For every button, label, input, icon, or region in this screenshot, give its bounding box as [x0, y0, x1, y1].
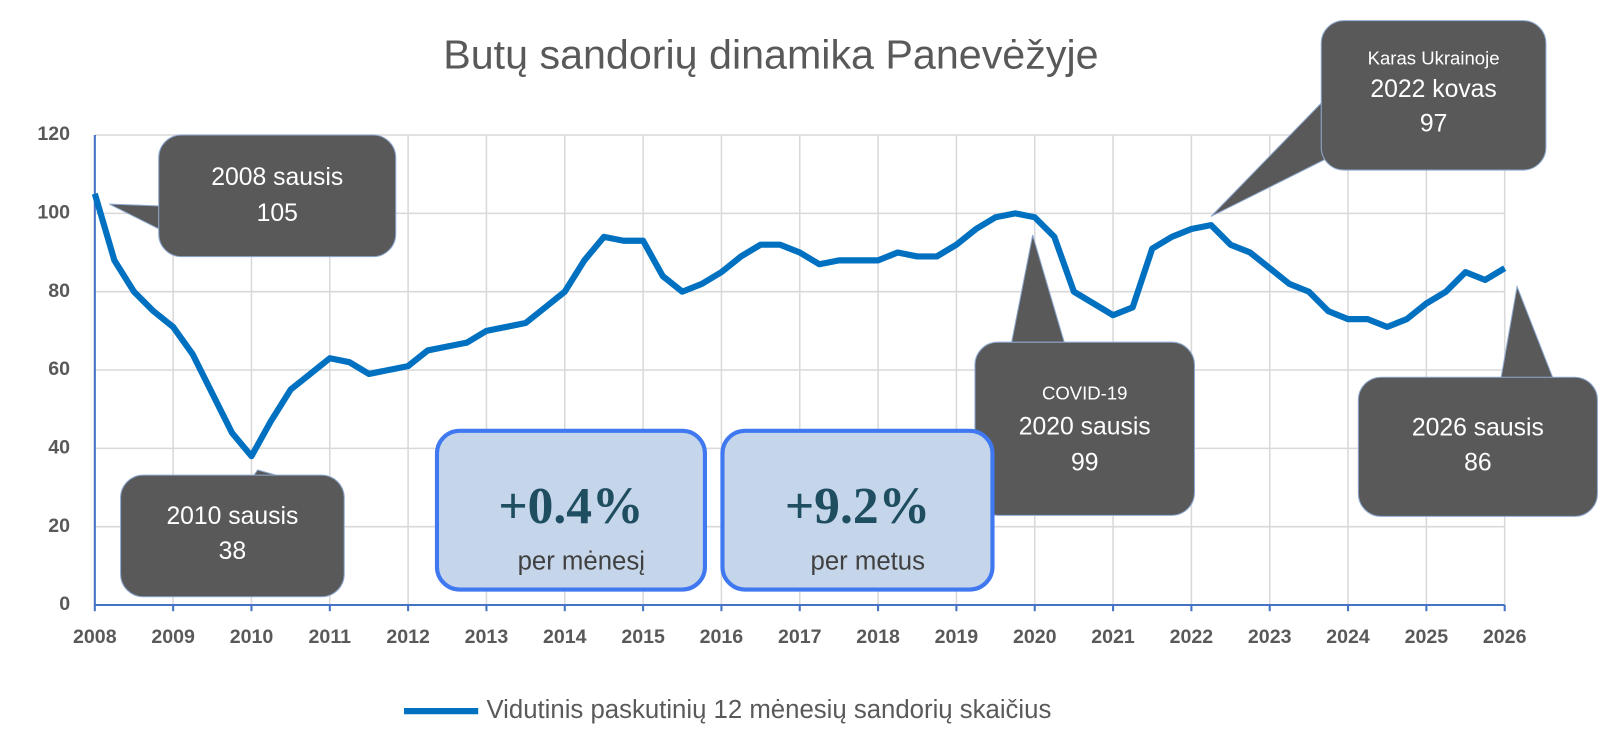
- y-tick-label: 120: [37, 123, 70, 145]
- y-tick-label: 100: [37, 202, 70, 224]
- plot: 0 20 40 60 80 100 120 2008 2009 2010 2011 2012 2013 2…: [37, 20, 1598, 724]
- callout-text: 38: [219, 538, 247, 565]
- callout-text: 2026 sausis: [1412, 414, 1544, 441]
- chart-title: Butų sandorių dinamika Panevėžyje: [443, 32, 1098, 78]
- x-tick-label: 2015: [621, 626, 665, 648]
- callout-text: 97: [1420, 110, 1448, 137]
- data-line: [91, 192, 1507, 460]
- x-tick-label: 2019: [935, 626, 979, 648]
- callout-text: 2008 sausis: [211, 164, 343, 191]
- x-tick-label: 2014: [543, 626, 587, 648]
- y-tick-label: 20: [48, 515, 70, 537]
- stat-box: [434, 428, 707, 592]
- callout-pointer: [1210, 102, 1336, 217]
- y-tick-label: 40: [48, 437, 70, 459]
- y-tick-label: 0: [59, 593, 70, 615]
- callout: [120, 474, 345, 598]
- x-tick-label: 2023: [1248, 626, 1292, 648]
- x-tick-label: 2013: [465, 626, 509, 648]
- stat-label: per metus: [811, 548, 926, 576]
- y-tick-label: 80: [48, 280, 70, 302]
- x-tick-label: 2008: [73, 626, 117, 648]
- stat-box: [720, 428, 995, 592]
- x-tick-label: 2009: [151, 626, 195, 648]
- callout-text: 2010 sausis: [166, 503, 298, 530]
- x-tick-label: 2017: [778, 626, 822, 648]
- y-tick-label: 60: [48, 358, 70, 380]
- stat-value: +9.2%: [785, 478, 930, 535]
- callout-text: 2022 kovas: [1370, 76, 1496, 103]
- stat-label: per mėnesį: [518, 548, 645, 576]
- x-tick-label: 2011: [309, 626, 352, 648]
- callout-text: 2020 sausis: [1019, 413, 1151, 440]
- x-tick-label: 2026: [1483, 626, 1527, 648]
- x-tick-label: 2025: [1405, 626, 1449, 648]
- x-tick-label: 2020: [1013, 626, 1057, 648]
- x-tick-label: 2022: [1170, 626, 1214, 648]
- x-tick-label: 2010: [230, 626, 274, 648]
- x-tick-label: 2016: [700, 626, 744, 648]
- callout-pointer: [109, 203, 166, 233]
- callout: [1357, 376, 1598, 517]
- callout-text: Karas Ukrainoje: [1368, 48, 1500, 69]
- x-tick-label: 2024: [1326, 626, 1370, 648]
- x-tick-label: 2021: [1091, 626, 1135, 648]
- callout: [974, 341, 1195, 516]
- x-tick-label: 2012: [386, 626, 430, 648]
- callout-text: 105: [257, 200, 298, 227]
- x-tick-label: 2018: [856, 626, 900, 648]
- stat-value: +0.4%: [498, 478, 643, 535]
- callout: [1320, 20, 1547, 171]
- callout-text: COVID-19: [1042, 383, 1128, 404]
- callout-text: 86: [1464, 449, 1492, 476]
- callout-text: 99: [1071, 449, 1099, 476]
- callout-pointer: [1498, 284, 1557, 388]
- callout: [158, 134, 397, 258]
- legend-label: Vidutinis paskutinių 12 mėnesių sandorių…: [486, 696, 1051, 724]
